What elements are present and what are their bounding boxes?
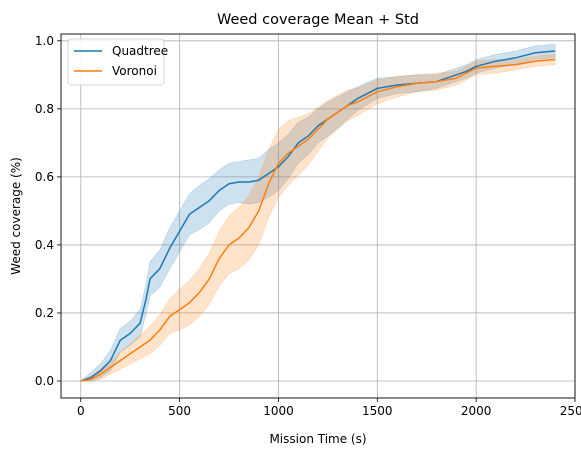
y-tick-label: 0.4 — [35, 238, 54, 252]
x-tick-label: 0 — [77, 404, 85, 418]
quadtree-mean-line — [80, 50, 556, 382]
chart-title: Weed coverage Mean + Std — [217, 12, 419, 28]
legend: Quadtree Voronoi — [67, 38, 168, 86]
y-axis-title: Weed coverage (%) — [9, 157, 23, 275]
y-tick-label: 0.8 — [35, 102, 54, 116]
y-tick-label: 0.6 — [35, 170, 54, 184]
y-tick-label: 1.0 — [35, 34, 54, 48]
x-tick-label: 1000 — [263, 404, 294, 418]
x-tick-label: 2000 — [461, 404, 492, 418]
legend-label-quadtree: Quadtree — [112, 44, 168, 58]
x-tick-label: 500 — [168, 404, 191, 418]
y-tick-label: 0.0 — [35, 374, 54, 388]
mean-lines — [80, 50, 556, 382]
std-bands — [79, 43, 556, 382]
voronoi-mean-line — [80, 58, 556, 382]
x-axis-title: Mission Time (s) — [269, 432, 366, 446]
x-tick-label: 1500 — [362, 404, 393, 418]
legend-label-voronoi: Voronoi — [112, 64, 157, 78]
y-axis: 0.0 0.2 0.4 0.6 0.8 1.0 — [35, 34, 61, 388]
voronoi-std-band — [80, 54, 556, 382]
plot-frame — [60, 33, 576, 399]
y-tick-label: 0.2 — [35, 306, 54, 320]
